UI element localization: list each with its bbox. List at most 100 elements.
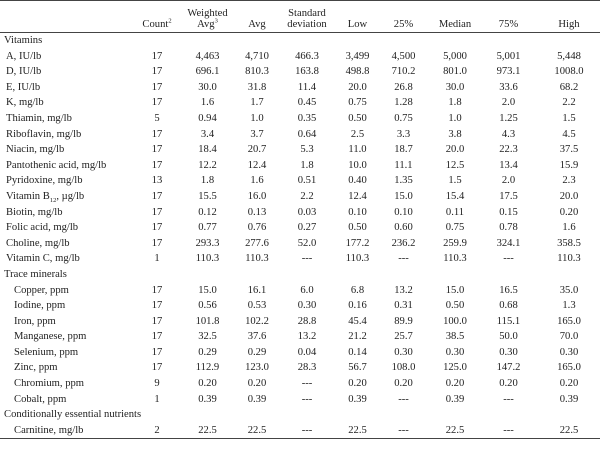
header-p25-text: 25%: [393, 19, 414, 30]
cell-count: 17: [151, 190, 163, 202]
cell-p75: 0.30: [499, 346, 518, 358]
header-row: Count2 Weighted Avg3 Avg Standard deviatio…: [0, 0, 600, 33]
cell-p25: ---: [398, 253, 409, 265]
table-row: Biotin, mg/lb 17 0.12 0.13 0.03 0.10 0.10 0.11 0…: [0, 205, 600, 221]
cell-low: 0.50: [348, 112, 367, 124]
cell-p25: 0.10: [394, 206, 413, 218]
row-label: A, IU/lb: [0, 49, 134, 65]
cell-median: 5,000: [443, 50, 467, 62]
cell-avg: 22.5: [247, 424, 267, 436]
cell-p25: 89.9: [394, 315, 413, 327]
cell-count: 5: [154, 112, 160, 124]
cell-median: 0.39: [445, 393, 465, 405]
row-label: Iron, ppm: [0, 314, 134, 330]
cell-wavg: 110.3: [195, 253, 220, 265]
cell-sd: ---: [301, 378, 313, 390]
cell-median: 0.11: [445, 206, 465, 218]
cell-sd: 0.51: [297, 175, 317, 187]
cell-p75: 973.1: [496, 66, 521, 78]
cell-high: 165.0: [557, 315, 581, 327]
cell-p25: 0.31: [394, 300, 413, 312]
row-label-text: K, mg/lb: [6, 97, 44, 109]
cell-p75: 2.0: [501, 97, 516, 109]
cell-p75: ---: [503, 424, 514, 436]
cell-sd: 0.45: [297, 97, 317, 109]
row-label: Vitamin C, mg/lb: [0, 251, 134, 267]
cell-wavg: 4,463: [195, 50, 220, 62]
cell-wavg: 15.5: [198, 190, 217, 202]
row-label: Choline, mg/lb: [0, 236, 134, 252]
cell-p75: 324.1: [496, 237, 521, 249]
cell-low: 0.75: [348, 97, 367, 109]
cell-count: 17: [151, 81, 163, 93]
cell-avg: 20.7: [247, 144, 267, 156]
cell-high: 1.6: [562, 222, 576, 234]
row-label: Chromium, ppm: [0, 376, 134, 392]
cell-median: 110.3: [443, 253, 467, 265]
table-row: Cobalt, ppm 1 0.39 0.39 --- 0.39 --- 0.39 --- 0.3…: [0, 392, 600, 408]
cell-sd: 2.2: [300, 190, 314, 202]
cell-wavg: 12.2: [198, 159, 217, 171]
cell-count: 17: [151, 315, 163, 327]
cell-sd: 163.8: [295, 66, 319, 78]
cell-median: 30.0: [445, 81, 465, 93]
cell-low: 56.7: [348, 362, 367, 374]
cell-count: 17: [151, 284, 163, 296]
row-label-text: Chromium, ppm: [14, 378, 85, 390]
row-label-text: D, IU/lb: [6, 66, 42, 78]
cell-wavg: 3.4: [200, 128, 215, 140]
cell-p75: 5,001: [496, 50, 521, 62]
cell-count: 17: [151, 128, 163, 140]
cell-p75: 0.78: [499, 222, 518, 234]
cell-low: 0.14: [348, 346, 367, 358]
row-label: Carnitine, mg/lb: [0, 423, 134, 439]
cell-p75: 22.3: [499, 144, 518, 156]
cell-high: 35.0: [559, 284, 579, 296]
table-row: Thiamin, mg/lb 5 0.94 1.0 0.35 0.50 0.75 1.0 1.2…: [0, 111, 600, 127]
cell-avg: 16.1: [247, 284, 267, 296]
header-weighted-line2: Avg: [197, 19, 215, 30]
cell-high: 2.2: [562, 97, 576, 109]
row-label-text: A, IU/lb: [6, 50, 42, 62]
row-label-text: Carnitine, mg/lb: [14, 424, 84, 436]
row-label-text: Pyridoxine, mg/lb: [6, 175, 83, 187]
cell-median: 22.5: [445, 424, 465, 436]
section-header-row: Conditionally essential nutrients: [0, 407, 600, 423]
cell-p25: 710.2: [391, 66, 416, 78]
table-row: E, IU/lb 17 30.0 31.8 11.4 20.0 26.8 30.0 33.6 68…: [0, 80, 600, 96]
cell-wavg: 293.3: [195, 237, 220, 249]
table-row: Choline, mg/lb 17 293.3 277.6 52.0 177.2 236.2…: [0, 236, 600, 252]
cell-p75: 115.1: [496, 315, 521, 327]
cell-low: 21.2: [348, 331, 367, 343]
cell-low: 0.10: [348, 206, 367, 218]
cell-avg: 1.0: [250, 112, 264, 124]
header-weighted-avg: Weighted Avg3: [180, 1, 235, 33]
cell-median: 3.8: [448, 128, 462, 140]
cell-sd: 0.27: [297, 222, 317, 234]
table-row: Zinc, ppm 17 112.9 123.0 28.3 56.7 108.0 125.0 1…: [0, 360, 600, 376]
cell-wavg: 112.9: [195, 362, 220, 374]
section-title: Vitamins: [4, 35, 43, 46]
cell-avg: 102.2: [245, 315, 269, 327]
cell-wavg: 101.8: [195, 315, 220, 327]
cell-high: 20.0: [559, 190, 579, 202]
table-row: Carnitine, mg/lb 2 22.5 22.5 --- 22.5 --- 22.5 -…: [0, 423, 600, 439]
cell-count: 17: [151, 144, 163, 156]
cell-p25: 0.75: [394, 112, 413, 124]
cell-avg: 0.20: [247, 378, 267, 390]
row-label: Cobalt, ppm: [0, 392, 134, 408]
cell-median: 0.20: [445, 378, 465, 390]
section-title: Conditionally essential nutrients: [4, 409, 142, 421]
row-label-text: Copper, ppm: [14, 284, 69, 296]
row-label-text: Riboflavin, mg/lb: [6, 128, 82, 140]
row-label: Vitamin B12, µg/lb: [0, 189, 134, 205]
cell-high: 37.5: [559, 144, 579, 156]
cell-p25: 1.35: [394, 175, 413, 187]
cell-wavg: 22.5: [198, 424, 217, 436]
cell-high: 0.30: [559, 346, 579, 358]
section-title: Trace minerals: [4, 268, 67, 280]
cell-sd: 6.0: [300, 284, 314, 296]
cell-low: 3,499: [345, 50, 370, 62]
cell-sd: 0.03: [297, 206, 317, 218]
